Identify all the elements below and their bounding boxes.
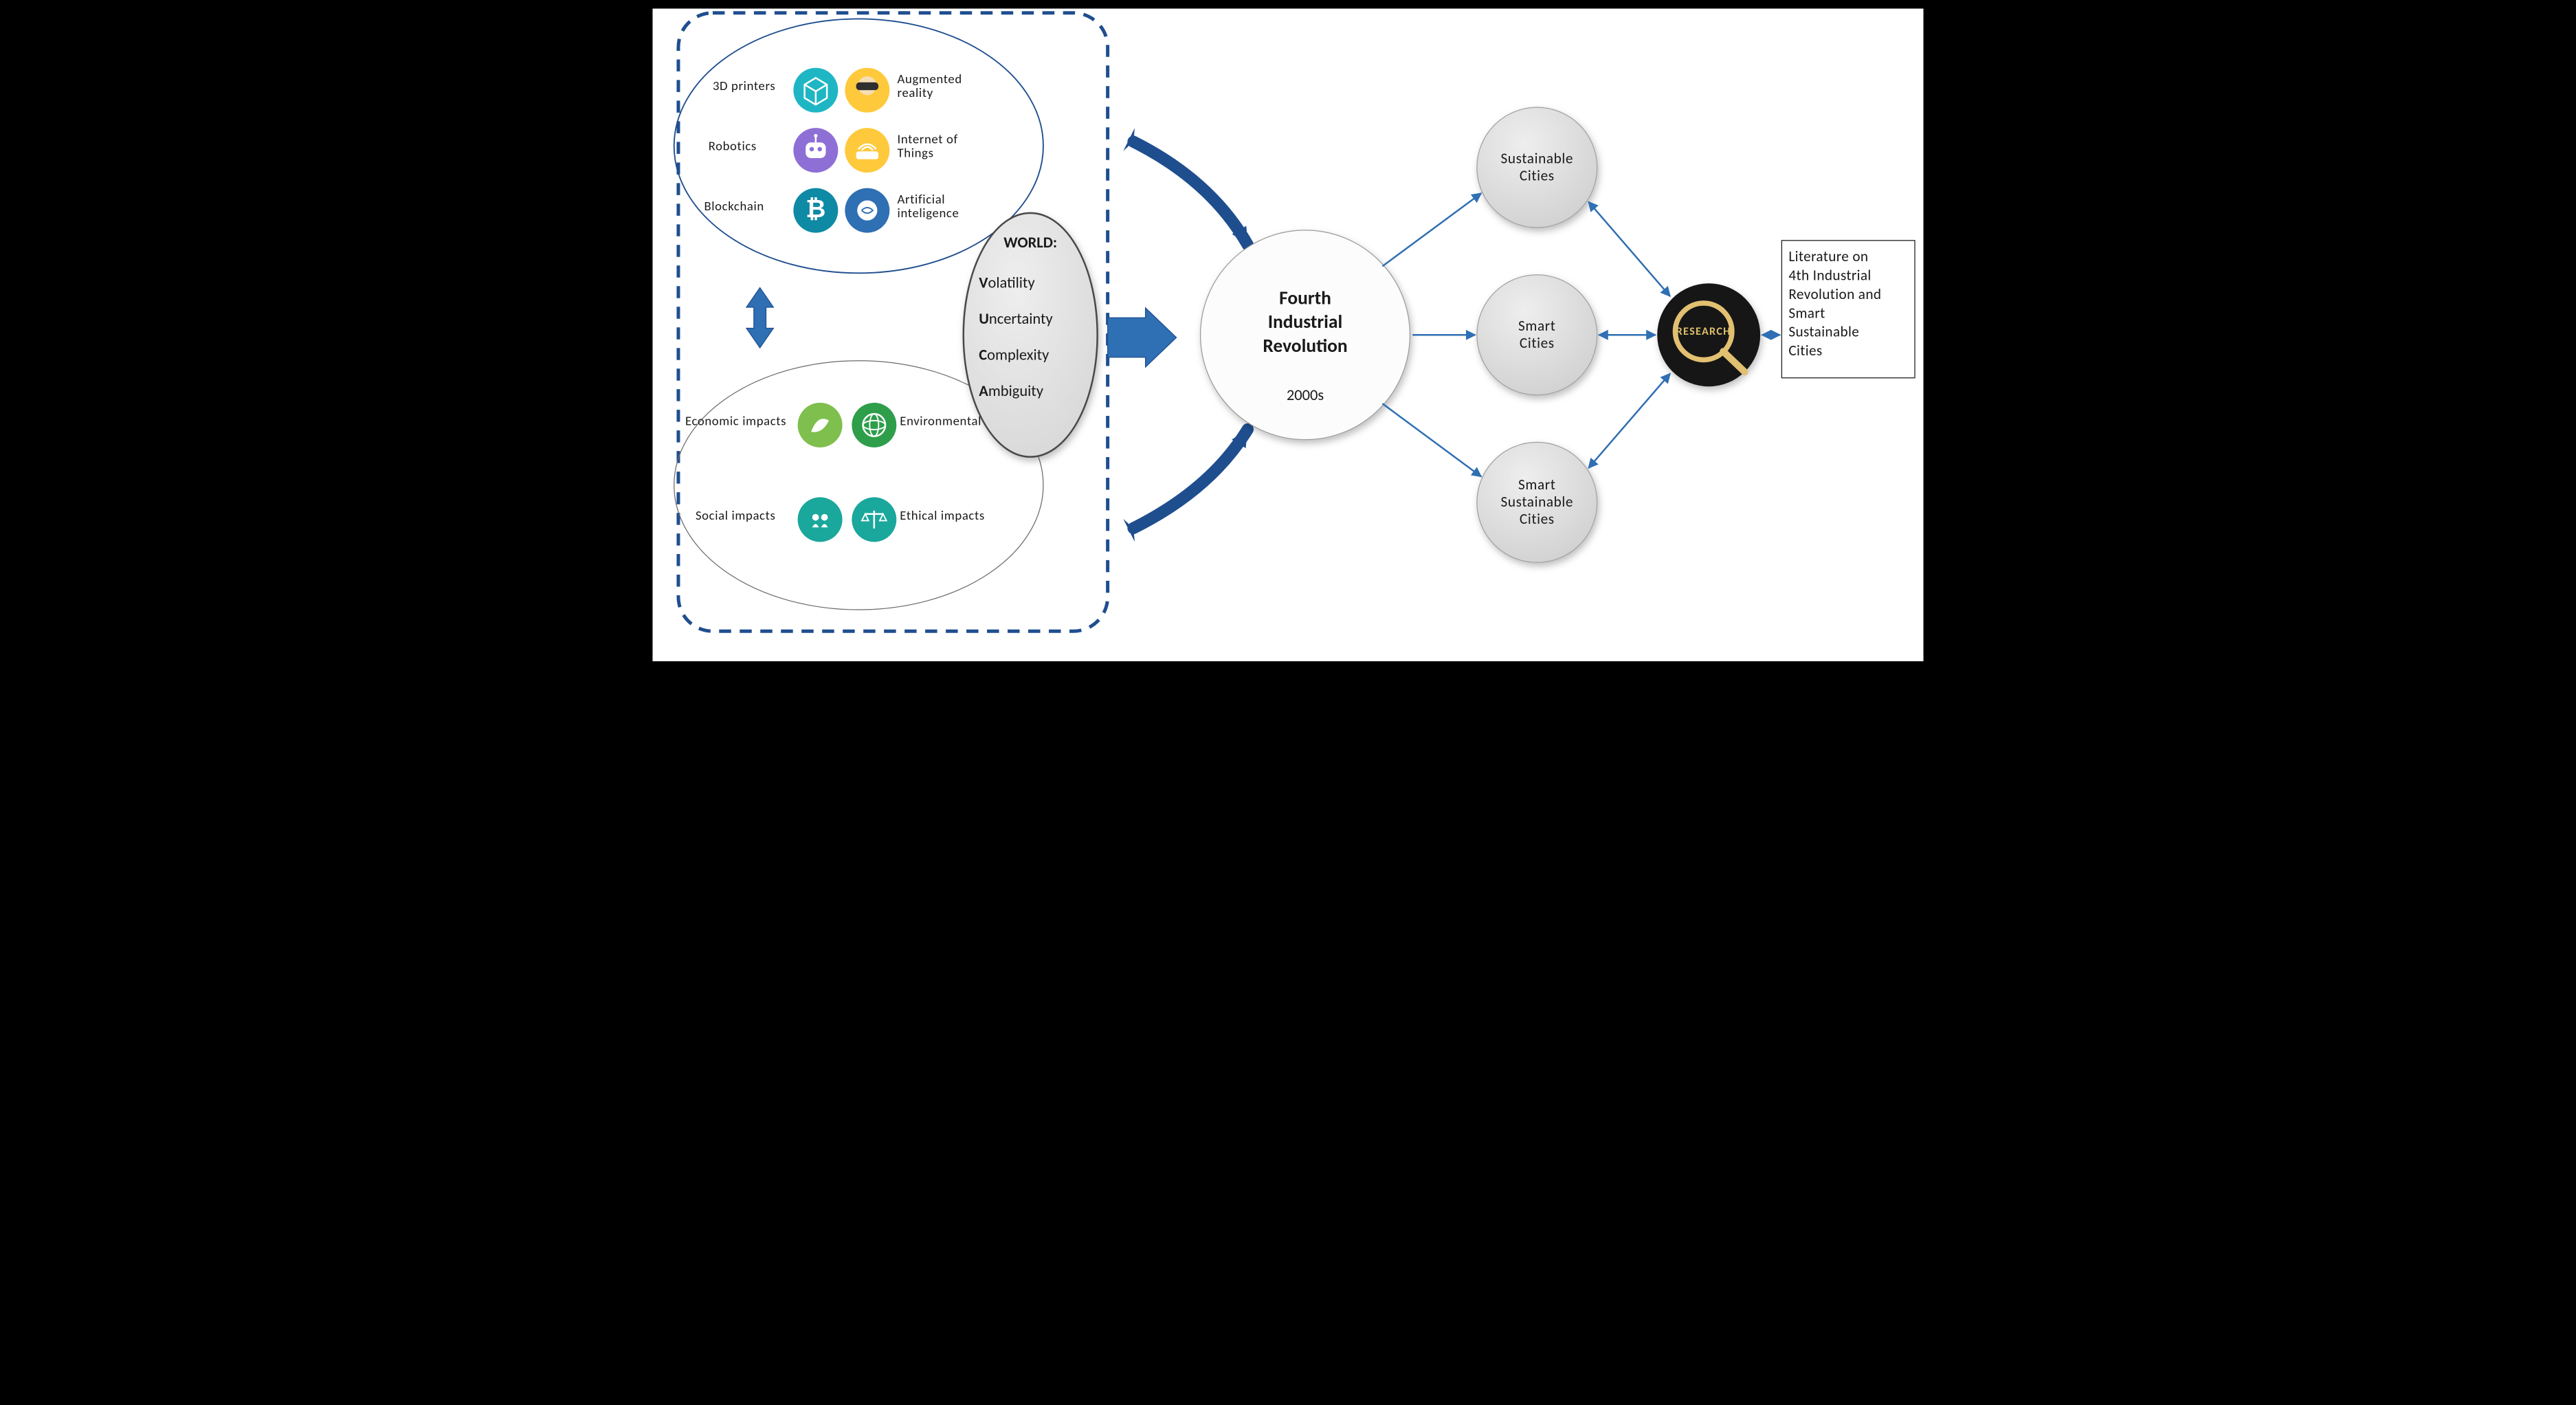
diagram-container: 3D printersAugmentedrealityRoboticsInter…	[644, 0, 1932, 702]
vuca-line: Uncertainty	[979, 310, 1053, 329]
literature-line: Sustainable	[1788, 323, 1859, 341]
vuca-title: WORLD:	[1003, 234, 1057, 252]
diagram-svg: 3D printersAugmentedrealityRoboticsInter…	[644, 0, 1932, 702]
impact-icon	[798, 497, 843, 542]
literature-line: Revolution and	[1788, 285, 1881, 303]
city-label: Cities	[1520, 510, 1555, 528]
fourth-ir-title: Industrial	[1268, 311, 1343, 333]
literature-line: 4th Industrial	[1788, 266, 1871, 284]
impact-label: Ethical impacts	[900, 508, 985, 524]
tech-label: Things	[898, 146, 934, 162]
tech-icon	[793, 68, 838, 113]
research-label: RESEARCH	[1676, 325, 1731, 338]
fourth-ir-title: Revolution	[1263, 335, 1347, 357]
literature-line: Literature on	[1788, 247, 1868, 265]
city-label: Smart	[1518, 317, 1556, 335]
city-label: Cities	[1520, 166, 1555, 184]
tech-label: inteligence	[898, 206, 959, 221]
literature-line: Cities	[1788, 342, 1822, 359]
tech-label: 3D printers	[713, 78, 775, 94]
vuca-line: Complexity	[979, 346, 1050, 364]
tech-label: reality	[898, 85, 933, 101]
literature-line: Smart	[1788, 304, 1825, 322]
fourth-ir-subtitle: 2000s	[1287, 386, 1324, 405]
city-label: Cities	[1520, 334, 1555, 352]
tech-icon	[845, 128, 889, 173]
fourth-ir-title: Fourth	[1279, 287, 1331, 309]
impact-label: Economic impacts	[685, 413, 786, 429]
tech-label: Blockchain	[704, 199, 764, 214]
impact-label: Social impacts	[696, 508, 775, 524]
city-label: Sustainable	[1501, 149, 1574, 167]
city-label: Sustainable	[1501, 493, 1574, 511]
vuca-line: Volatility	[979, 274, 1035, 293]
vuca-line: Ambiguity	[979, 382, 1044, 401]
tech-label: Robotics	[709, 139, 757, 155]
city-label: Smart	[1518, 476, 1556, 494]
svg-text:₿: ₿	[806, 194, 825, 224]
impact-icon	[852, 403, 896, 447]
